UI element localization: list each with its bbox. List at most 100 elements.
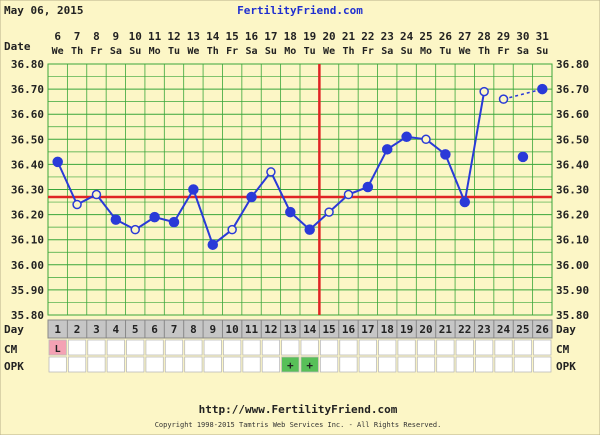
cm-cell (106, 339, 125, 356)
date-label: 29 (497, 30, 510, 43)
cm-cell (300, 339, 319, 356)
date-row-label: Date (4, 40, 31, 53)
opk-cell (513, 356, 533, 373)
cm-cell (164, 339, 184, 356)
cycle-day-label: 5 (132, 323, 139, 336)
opk-cell (378, 356, 397, 373)
cm-row-label-right: CM (556, 343, 570, 356)
cm-cell (494, 339, 513, 356)
weekday-label: Tu (168, 46, 180, 57)
date-label: 12 (167, 30, 180, 43)
opk-cell (223, 356, 242, 373)
cycle-day-label: 7 (171, 323, 178, 336)
weekday-label: We (187, 46, 199, 57)
temperature-point (517, 151, 529, 163)
cycle-day-label: 16 (342, 323, 356, 336)
temperature-point (149, 211, 160, 223)
temperature-point (91, 189, 102, 200)
y-tick-label-right: 36.40 (556, 158, 589, 171)
opk-row-label-left: OPK (4, 360, 24, 373)
cm-cell (319, 339, 339, 356)
weekday-label: Mo (420, 46, 432, 57)
date-label: 8 (93, 30, 100, 43)
y-tick-label-left: 36.20 (11, 209, 44, 222)
opk-cell (184, 356, 203, 373)
opk-cell (358, 356, 377, 373)
date-label: 18 (284, 30, 297, 43)
weekday-label: We (459, 46, 471, 57)
temperature-point (246, 191, 257, 203)
temperature-point (362, 181, 374, 193)
date-label: 10 (129, 30, 142, 43)
cycle-day-label: 1 (54, 323, 61, 336)
cm-cell (455, 339, 474, 356)
header-date: May 06, 2015 (4, 4, 83, 17)
temperature-point (227, 224, 237, 235)
temperature-point (266, 167, 276, 177)
weekday-label: We (52, 46, 64, 57)
date-label: 6 (54, 30, 61, 43)
opk-cell (145, 356, 164, 373)
opk-cell (397, 356, 416, 373)
temperature-point (168, 216, 180, 228)
day-row-label-right: Day (556, 323, 576, 336)
temperature-point (498, 94, 509, 104)
date-label: 28 (478, 30, 491, 43)
opk-cell (319, 356, 339, 373)
opk-cell (48, 356, 67, 373)
temperature-dashed-line (503, 88, 543, 100)
temperature-point (440, 149, 451, 160)
cm-cell (184, 339, 203, 356)
weekday-label: Su (401, 46, 413, 57)
temperature-point (479, 86, 489, 97)
cm-cell (513, 339, 533, 356)
weekday-label: Mo (284, 46, 296, 57)
weekday-label: Fr (362, 46, 374, 57)
temperature-point (343, 189, 354, 200)
cycle-day-label: 10 (226, 323, 239, 336)
cm-cell (261, 339, 281, 356)
temperature-point (459, 196, 471, 208)
date-label: 27 (458, 30, 471, 43)
header-site: FertilityFriend.com (237, 4, 363, 17)
y-tick-label-left: 36.10 (11, 234, 44, 247)
weekday-label: We (323, 46, 335, 57)
opk-cell (494, 356, 513, 373)
cycle-day-label: 21 (439, 323, 453, 336)
date-label: 7 (74, 30, 81, 43)
opk-cell (475, 356, 494, 373)
weekday-label: Su (536, 46, 548, 57)
temperature-point (52, 156, 63, 168)
cycle-day-label: 2 (74, 323, 81, 336)
weekday-label: Fr (226, 46, 238, 57)
grid-layer (47, 63, 553, 316)
y-tick-label-left: 36.40 (11, 158, 44, 171)
weekday-label: Su (129, 46, 141, 57)
temperature-point (130, 224, 140, 235)
opk-cell (203, 356, 222, 373)
weekday-label: Tu (304, 46, 316, 57)
weekday-label: Mo (149, 46, 161, 57)
opk-row-label-right: OPK (556, 360, 576, 373)
cycle-day-label: 19 (400, 323, 413, 336)
cycle-day-label: 6 (151, 323, 158, 336)
date-label: 14 (206, 30, 220, 43)
temperature-point (537, 83, 548, 95)
opk-cell (455, 356, 474, 373)
cm-entry: L (55, 344, 61, 355)
weekday-label: Th (478, 46, 490, 57)
opk-cell (416, 356, 436, 373)
opk-cell (261, 356, 281, 373)
cm-cell (67, 339, 87, 356)
date-label: 15 (226, 30, 239, 43)
cycle-day-label: 8 (190, 323, 197, 336)
cm-cell (223, 339, 242, 356)
cm-cell (87, 339, 106, 356)
cm-cell (339, 339, 358, 356)
date-label: 22 (361, 30, 374, 43)
cycle-day-label: 12 (264, 323, 277, 336)
cm-cell (397, 339, 416, 356)
date-label: 24 (400, 30, 414, 43)
